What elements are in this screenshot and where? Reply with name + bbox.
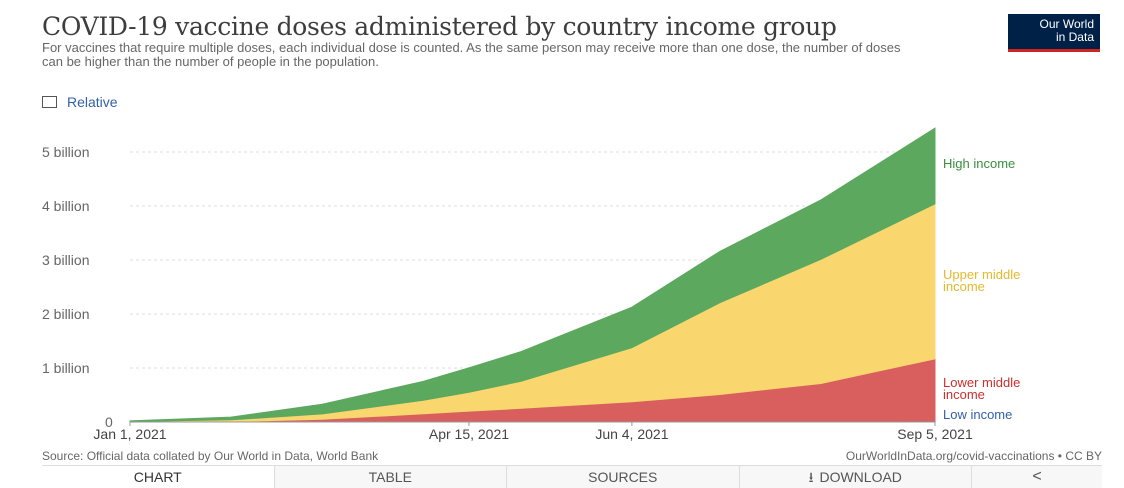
upper-middle-label: income [943,279,985,294]
x-tick-label: Jun 4, 2021 [595,426,668,442]
share-icon: < [1032,468,1042,485]
tab-sources-label: SOURCES [588,469,658,485]
lower-middle-label: income [943,387,985,402]
tab-bar: CHART TABLE SOURCES ⭳ DOWNLOAD < [42,465,1102,488]
tab-chart[interactable]: CHART [42,466,275,488]
relative-label: Relative [67,94,118,110]
tab-chart-label: CHART [133,469,182,485]
x-tick-label: Jan 1, 2021 [93,426,166,442]
chart-title: COVID-19 vaccine doses administered by c… [42,12,837,41]
download-icon: ⭳ [808,469,814,485]
high-income-area [129,127,936,423]
high-income-label: High income [943,156,1015,171]
tab-download-label: DOWNLOAD [819,469,902,485]
tab-table[interactable]: TABLE [275,466,507,488]
share-button[interactable]: < [972,466,1102,488]
x-tick-label: Sep 5, 2021 [897,426,973,442]
upper-middle-label: Upper middle [943,267,1020,282]
y-tick-label: 5 billion [42,144,89,160]
tab-table-label: TABLE [368,469,412,485]
chart-subtitle: For vaccines that require multiple doses… [42,40,901,69]
logo-line-2: in Data [1055,30,1094,44]
y-tick-label: 1 billion [42,360,89,376]
owid-logo[interactable]: Our World in Data [1008,14,1100,52]
y-tick-label: 4 billion [42,198,89,214]
source-note: Source: Official data collated by Our Wo… [42,449,379,463]
logo-line-1: Our World [1039,17,1094,31]
lower-middle-label: Lower middle [943,375,1020,390]
y-tick-label: 0 [105,414,113,430]
relative-toggle[interactable]: Relative [42,94,118,110]
low-income-label: Low income [943,407,1012,422]
source-link[interactable]: OurWorldInData.org/covid-vaccinations • … [845,449,1102,463]
x-tick-label: Apr 15, 2021 [429,426,509,442]
y-tick-label: 2 billion [42,306,89,322]
stacked-area-chart[interactable]: 0 1 billion 2 billion 3 billion 4 billion 5 b… [0,0,1124,445]
y-tick-label: 3 billion [42,252,89,268]
tab-sources[interactable]: SOURCES [507,466,740,488]
relative-checkbox[interactable] [42,96,57,108]
tab-download[interactable]: ⭳ DOWNLOAD [740,466,972,488]
